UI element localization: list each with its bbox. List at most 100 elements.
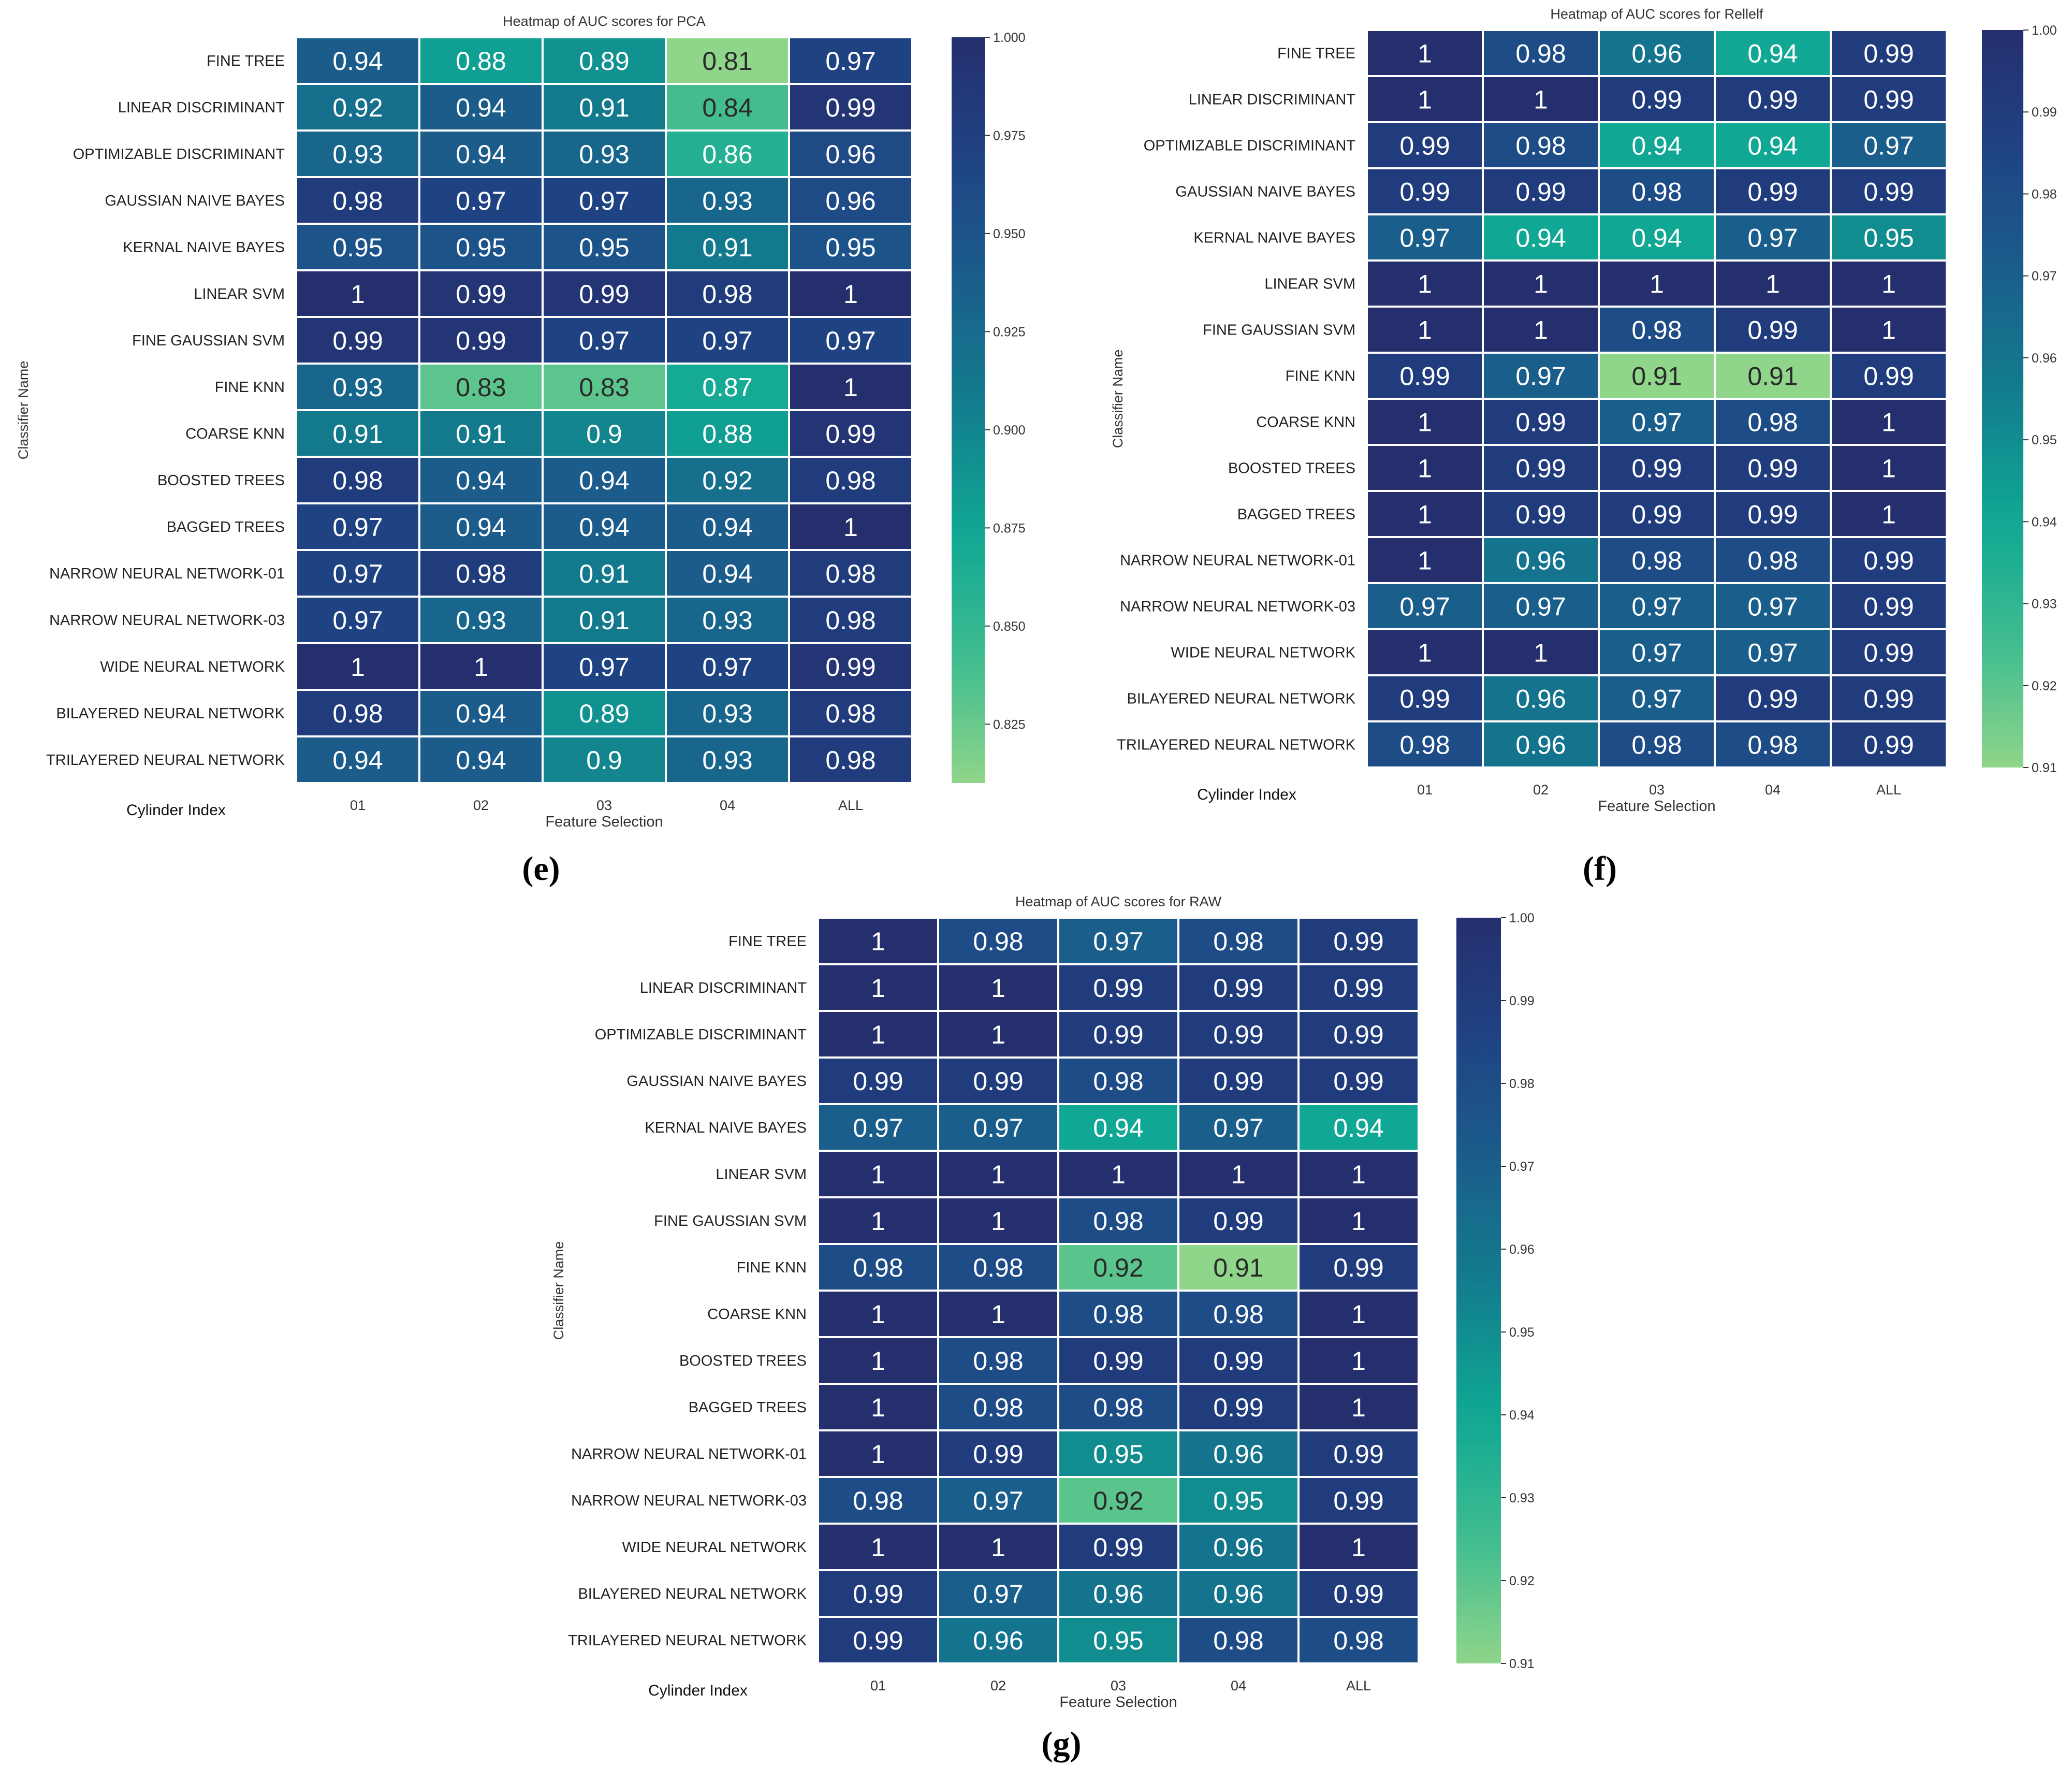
heatmap-pca-value-r4-c2: 0.95 <box>579 233 629 262</box>
heatmap-relieff-value-r13-c4: 0.99 <box>1863 639 1914 668</box>
heatmap-raw-row-label-12: NARROW NEURAL NETWORK-03 <box>571 1493 807 1509</box>
heatmap-pca-value-r3-c1: 0.97 <box>456 186 506 215</box>
heatmap-raw-value-r4-c3: 0.97 <box>1213 1113 1263 1142</box>
heatmap-relieff-value-r12-c1: 0.97 <box>1515 592 1566 621</box>
heatmap-raw-colorbar-tick-label-4: 0.95 <box>1509 1325 1535 1340</box>
heatmap-raw-cell-r10-c3 <box>1177 1383 1300 1431</box>
heatmap-raw-value-r8-c2: 0.98 <box>1093 1300 1143 1329</box>
heatmap-relieff-cell-r15-c0 <box>1366 720 1484 769</box>
heatmap-pca-cell-r3-c3 <box>665 176 790 225</box>
heatmap-relieff-cell-r8-c3 <box>1714 398 1832 446</box>
heatmap-pca-cell-r8-c1 <box>418 409 544 458</box>
heatmap-raw-row-label-10: BAGGED TREES <box>689 1399 807 1416</box>
heatmap-relieff-value-r13-c3: 0.97 <box>1747 639 1798 668</box>
heatmap-relieff-colorbar-tick-label-3: 0.94 <box>2032 515 2057 529</box>
heatmap-pca-col-label-4: ALL <box>838 798 863 813</box>
heatmap-pca-value-r7-c4: 1 <box>843 373 858 402</box>
heatmap-pca-title: Heatmap of AUC scores for PCA <box>503 13 706 29</box>
heatmap-raw-value-r13-c2: 0.99 <box>1093 1533 1143 1562</box>
heatmap-relieff-cell-r2-c0 <box>1366 121 1484 169</box>
heatmap-raw-value-r9-c2: 0.99 <box>1093 1346 1143 1375</box>
heatmap-relieff-value-r13-c2: 0.97 <box>1631 639 1682 668</box>
heatmap-relieff-cell-r12-c4 <box>1830 582 1948 630</box>
heatmap-relieff-col-label-2: 03 <box>1649 782 1665 798</box>
heatmap-relieff-cell-r13-c1 <box>1482 628 1600 676</box>
heatmap-pca-value-r5-c0: 1 <box>351 280 365 309</box>
heatmap-pca-cell-r4-c2 <box>542 223 667 271</box>
heatmap-raw-value-r5-c2: 1 <box>1111 1160 1126 1189</box>
heatmap-pca-cell-r14-c3 <box>665 689 790 737</box>
heatmap-pca-value-r2-c2: 0.93 <box>579 140 629 169</box>
heatmap-relieff-value-r0-c0: 1 <box>1418 39 1432 68</box>
heatmap-raw-col-label-4: ALL <box>1346 1678 1371 1693</box>
heatmap-pca-cell-r1-c4 <box>788 83 913 132</box>
heatmap-pca-value-r14-c4: 0.98 <box>825 699 876 728</box>
heatmap-pca-row-label-9: BOOSTED TREES <box>157 472 285 489</box>
heatmap-relieff-value-r7-c2: 0.91 <box>1631 362 1682 391</box>
heatmap-relieff-value-r6-c0: 1 <box>1418 316 1432 345</box>
heatmap-relieff-value-r10-c3: 0.99 <box>1747 500 1798 529</box>
heatmap-pca-value-r9-c1: 0.94 <box>456 466 506 495</box>
heatmap-pca-value-r11-c0: 0.97 <box>332 559 383 588</box>
heatmap-pca-value-r1-c3: 0.84 <box>702 93 752 122</box>
heatmap-relieff-value-r15-c0: 0.98 <box>1399 731 1450 760</box>
heatmap-pca-row-label-7: FINE KNN <box>215 379 285 396</box>
heatmap-raw-colorbar-bar <box>1456 918 1501 1663</box>
heatmap-relieff-value-r13-c0: 1 <box>1418 639 1432 668</box>
heatmap-relieff-value-r10-c4: 1 <box>1881 500 1896 529</box>
heatmap-relieff-value-r8-c4: 1 <box>1881 408 1896 437</box>
heatmap-relieff-value-r3-c0: 0.99 <box>1399 178 1450 207</box>
heatmap-relieff-cell-r11-c0 <box>1366 536 1484 584</box>
heatmap-raw-value-r14-c1: 0.97 <box>973 1580 1023 1609</box>
heatmap-pca-value-r15-c2: 0.9 <box>586 746 622 775</box>
heatmap-pca-cell-r9-c1 <box>418 456 544 504</box>
heatmap-raw-cell-r1-c1 <box>937 963 1059 1012</box>
heatmap-raw-cell-r0-c0 <box>817 917 939 965</box>
heatmap-pca-col-label-2: 03 <box>596 798 612 813</box>
heatmap-relieff-value-r15-c3: 0.98 <box>1747 731 1798 760</box>
heatmap-relieff-value-r10-c0: 1 <box>1418 500 1432 529</box>
heatmap-pca-row-label-13: WIDE NEURAL NETWORK <box>100 659 285 675</box>
heatmap-raw-value-r3-c4: 0.99 <box>1333 1067 1383 1096</box>
heatmap-relieff-row-label-5: LINEAR SVM <box>1264 276 1355 293</box>
heatmap-pca-row-label-8: COARSE KNN <box>185 426 285 442</box>
heatmap-relieff-xlabel: Feature Selection <box>1598 798 1715 815</box>
heatmap-raw-value-r15-c0: 0.99 <box>853 1626 903 1655</box>
heatmap-raw-value-r6-c2: 0.98 <box>1093 1207 1143 1236</box>
heatmap-pca-value-r5-c4: 1 <box>843 280 858 309</box>
heatmap-pca-col-label-0: 01 <box>350 798 366 813</box>
heatmap-raw-value-r8-c4: 1 <box>1351 1300 1366 1329</box>
heatmap-pca-cell-r9-c4 <box>788 456 913 504</box>
heatmap-pca-row-label-10: BAGGED TREES <box>167 519 285 535</box>
heatmap-raw-row-label-7: FINE KNN <box>737 1259 807 1276</box>
heatmap-raw-value-r10-c3: 0.99 <box>1213 1393 1263 1422</box>
heatmap-raw-cell-r14-c1 <box>937 1569 1059 1618</box>
heatmap-raw-colorbar-tick-label-2: 0.93 <box>1509 1491 1535 1505</box>
heatmap-raw-value-r10-c4: 1 <box>1351 1393 1366 1422</box>
heatmap-relieff-value-r0-c3: 0.94 <box>1747 39 1798 68</box>
heatmap-raw-value-r9-c4: 1 <box>1351 1346 1366 1375</box>
heatmap-pca-value-r14-c1: 0.94 <box>456 699 506 728</box>
heatmap-raw-value-r15-c2: 0.95 <box>1093 1626 1143 1655</box>
heatmap-pca-value-r15-c0: 0.94 <box>332 746 383 775</box>
heatmap-raw-value-r7-c2: 0.92 <box>1093 1253 1143 1282</box>
heatmap-raw-cell-r3-c2 <box>1057 1056 1179 1105</box>
heatmap-raw-cell-r10-c4 <box>1297 1383 1420 1431</box>
heatmap-relieff-row-label-7: FINE KNN <box>1286 368 1355 385</box>
heatmap-pca-cell-r10-c3 <box>665 502 790 551</box>
heatmap-relieff-value-r1-c4: 0.99 <box>1863 85 1914 114</box>
heatmap-pca-cell-r9-c0 <box>295 456 420 504</box>
heatmap-raw-cell-r10-c2 <box>1057 1383 1179 1431</box>
heatmap-pca-value-r8-c3: 0.88 <box>702 419 752 448</box>
heatmap-relieff-cell-r8-c0 <box>1366 398 1484 446</box>
heatmap-relieff-value-r12-c2: 0.97 <box>1631 592 1682 621</box>
heatmap-raw-value-r0-c1: 0.98 <box>973 927 1023 956</box>
heatmap-pca-value-r0-c1: 0.88 <box>456 47 506 76</box>
heatmap-raw-value-r8-c1: 1 <box>991 1300 1005 1329</box>
heatmap-pca-row-label-1: LINEAR DISCRIMINANT <box>118 99 285 116</box>
heatmap-relieff-row-label-10: BAGGED TREES <box>1237 506 1355 523</box>
heatmap-relieff-value-r5-c1: 1 <box>1534 270 1548 299</box>
heatmap-pca-colorbar-tick-label-4: 0.925 <box>993 325 1026 339</box>
heatmap-relieff-value-r14-c4: 0.99 <box>1863 685 1914 714</box>
heatmap-raw-cell-r5-c3 <box>1177 1150 1300 1198</box>
